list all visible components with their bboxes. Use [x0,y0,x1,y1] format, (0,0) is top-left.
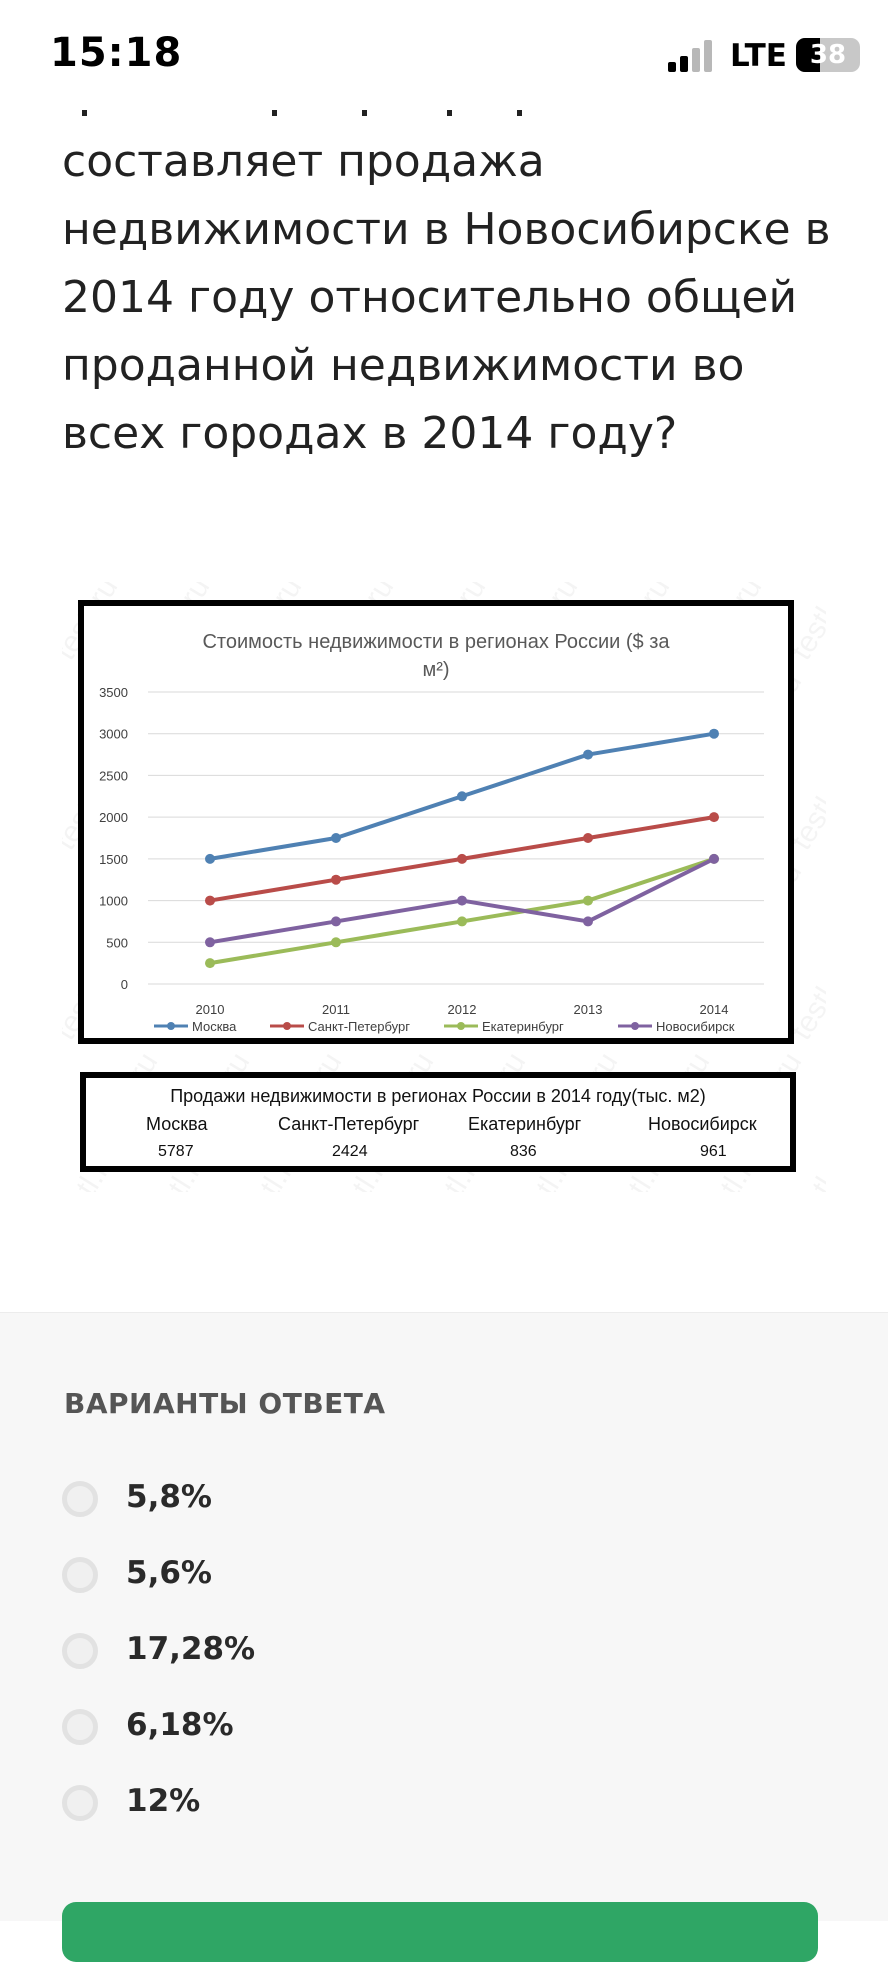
radio-button[interactable] [62,1785,98,1821]
data-point [709,853,719,864]
legend-label: Екатеринбург [482,1019,564,1034]
sales-table: Продажи недвижимости в регионах России в… [80,1072,796,1172]
signal-icon [668,40,718,72]
chart-title: Стоимость недвижимости в регионах России… [202,631,670,653]
y-tick-label: 500 [106,935,128,950]
data-point [331,937,341,948]
network-type: LTE [730,38,787,74]
answers-panel: ВАРИАНТЫ ОТВЕТА 5,8% 5,6% 17,28% 6,18% 1… [0,1312,888,1921]
radio-button[interactable] [62,1709,98,1745]
question-figure: testl.rutestl.rutestl.rutestl.rutestl.ru… [62,582,826,1192]
data-point [331,833,341,843]
data-point [331,916,341,927]
table-header-nsk: Новосибирск [648,1114,757,1134]
legend-marker [283,1022,291,1030]
data-point [583,895,593,906]
data-point [205,895,215,906]
x-tick-label: 2010 [196,1002,225,1017]
data-point [205,853,215,864]
answer-option[interactable]: 17,28% [62,1631,662,1679]
y-tick-label: 1500 [99,852,128,867]
y-tick-label: 3000 [99,727,128,742]
data-point [457,916,467,927]
data-point [709,728,719,739]
data-point [331,874,341,885]
series-line [209,856,715,966]
data-point [205,937,215,948]
status-bar: 15:18 LTE 38 [0,0,888,110]
y-tick-label: 2000 [99,810,128,825]
watermark-text: testl.ru [825,667,826,761]
y-tick-label: 1000 [99,894,128,909]
y-tick-label: 2500 [99,768,128,783]
table-value-ekb: 836 [510,1143,537,1160]
answer-label: 6,18% [126,1707,234,1743]
answer-option[interactable]: 5,8% [62,1479,662,1527]
battery-level: 38 [809,40,847,70]
legend-label: Санкт-Петербург [308,1019,410,1034]
radio-button[interactable] [62,1557,98,1593]
legend-label: Новосибирск [656,1019,735,1034]
x-tick-label: 2014 [700,1002,729,1017]
legend-label: Москва [192,1019,237,1034]
data-point [583,916,593,927]
data-point [583,749,593,760]
answer-label: 17,28% [126,1631,256,1667]
answer-label: 5,8% [126,1479,212,1515]
radio-button[interactable] [62,1481,98,1517]
chart-frame: Стоимость недвижимости в регионах России… [78,600,794,1044]
table-value-moscow: 5787 [158,1143,194,1160]
radio-button[interactable] [62,1633,98,1669]
data-point [709,812,719,823]
answer-option[interactable]: 5,6% [62,1555,662,1603]
y-tick-label: 3500 [99,685,128,700]
data-point [457,895,467,906]
answer-option[interactable]: 12% [62,1783,662,1831]
x-tick-label: 2012 [448,1002,477,1017]
answers-heading: ВАРИАНТЫ ОТВЕТА [64,1387,386,1420]
answer-label: 12% [126,1783,201,1819]
table-header-ekb: Екатеринбург [468,1114,582,1134]
legend-marker [631,1022,639,1030]
data-point [457,853,467,864]
battery-icon: 38 [796,38,860,72]
table-header-spb: Санкт-Петербург [278,1114,420,1134]
submit-button[interactable] [62,1902,818,1962]
x-tick-label: 2013 [574,1002,603,1017]
answer-option[interactable]: 6,18% [62,1707,662,1755]
data-point [205,958,215,969]
legend-marker [457,1022,465,1030]
watermark-text: testl.ru [825,1047,826,1141]
table-header-moscow: Москва [146,1114,208,1134]
data-point [583,833,593,843]
chart-title: м²) [422,659,449,681]
watermark-text: testl.ru [825,857,826,951]
answer-label: 5,6% [126,1555,212,1591]
table-value-nsk: 961 [700,1143,727,1160]
legend-marker [167,1022,175,1030]
status-time: 15:18 [50,30,183,76]
y-tick-label: 0 [121,977,128,992]
x-tick-label: 2011 [322,1002,350,1017]
line-chart: Стоимость недвижимости в регионах России… [99,631,764,1034]
question-text: составляет продажа недвижимости в Новоси… [62,136,831,459]
table-value-spb: 2424 [332,1143,368,1160]
data-point [457,791,467,802]
question-cut-line [62,108,562,116]
sales-table-title: Продажи недвижимости в регионах России в… [170,1086,706,1106]
